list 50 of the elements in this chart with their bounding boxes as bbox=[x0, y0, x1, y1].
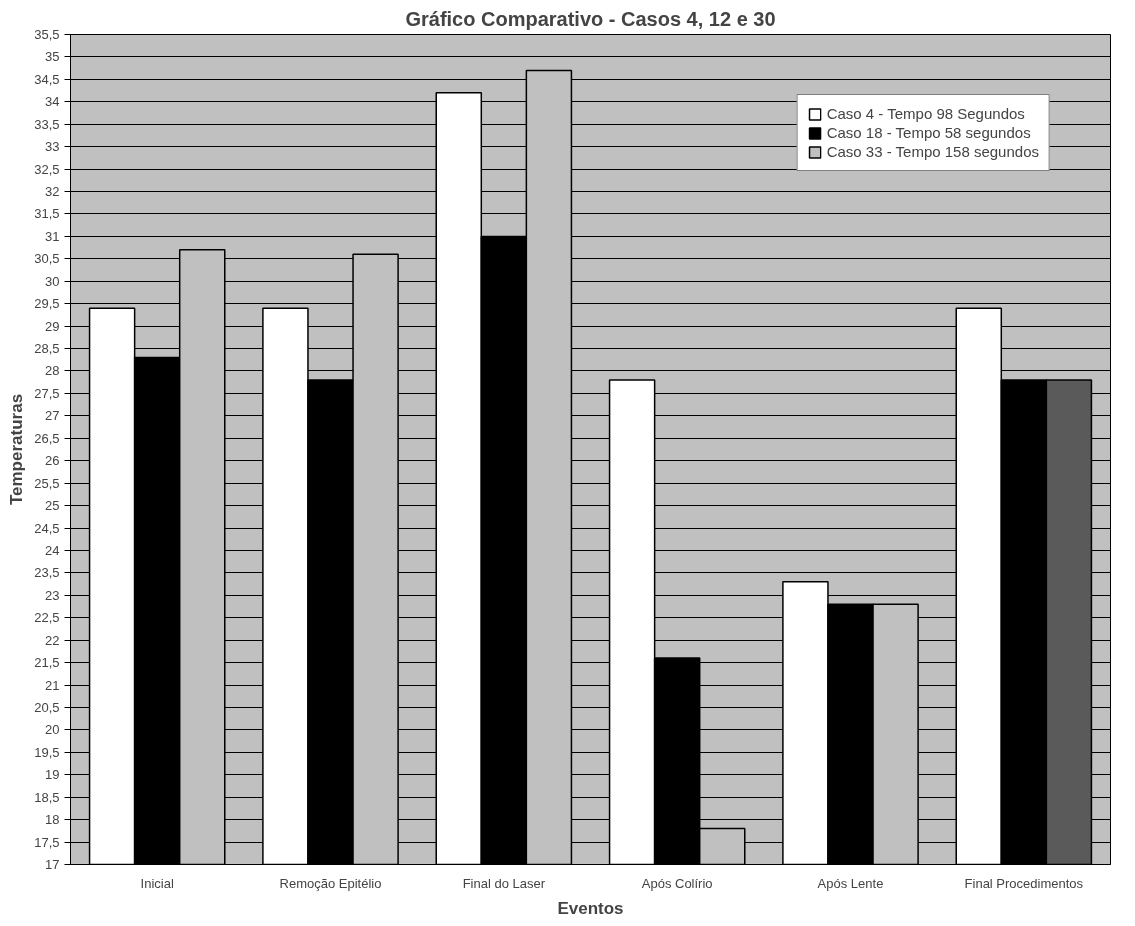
y-tick-label: 22,5 bbox=[34, 610, 60, 626]
y-tick-label: 27 bbox=[45, 408, 60, 424]
y-tick-label: 29,5 bbox=[34, 296, 60, 312]
y-tick-label: 31,5 bbox=[34, 206, 60, 222]
y-tick-label: 21,5 bbox=[34, 655, 60, 671]
legend-label: Caso 18 - Tempo 58 segundos bbox=[826, 124, 1031, 141]
y-tick-label: 27,5 bbox=[34, 385, 60, 401]
y-tick-label: 28 bbox=[45, 363, 60, 379]
y-tick-label: 17,5 bbox=[34, 834, 60, 850]
y-tick-label: 32,5 bbox=[34, 161, 60, 177]
y-tick-label: 30,5 bbox=[34, 251, 60, 267]
y-tick-label: 26 bbox=[45, 453, 60, 469]
y-tick-label: 24,5 bbox=[34, 520, 60, 536]
x-tick-label: Após Colírio bbox=[641, 875, 713, 891]
y-tick-label: 25 bbox=[45, 498, 60, 514]
x-tick-label: Final Procedimentos bbox=[964, 875, 1084, 891]
y-tick-label: 18 bbox=[45, 812, 60, 828]
y-tick-label: 25,5 bbox=[34, 475, 60, 491]
x-axis-title: Eventos bbox=[557, 898, 624, 918]
y-tick-label: 22 bbox=[45, 632, 60, 648]
y-tick-label: 23 bbox=[45, 587, 60, 603]
y-tick-label: 33,5 bbox=[34, 116, 60, 132]
y-tick-label: 20 bbox=[45, 722, 60, 738]
y-tick-label: 35 bbox=[45, 49, 60, 65]
legend-label: Caso 4 - Tempo 98 Segundos bbox=[826, 105, 1025, 122]
y-tick-label: 23,5 bbox=[34, 565, 60, 581]
y-tick-label: 28,5 bbox=[34, 341, 60, 357]
legend-label: Caso 33 - Tempo 158 segundos bbox=[826, 143, 1039, 160]
y-tick-label: 19,5 bbox=[34, 744, 60, 760]
y-tick-label: 21 bbox=[45, 677, 60, 693]
y-tick-label: 19 bbox=[45, 767, 60, 783]
y-tick-label: 34 bbox=[45, 94, 60, 110]
y-axis-title: Temperaturas bbox=[7, 393, 27, 506]
y-tick-label: 18,5 bbox=[34, 789, 60, 805]
y-tick-label: 34,5 bbox=[34, 71, 60, 87]
x-tick-label: Inicial bbox=[140, 875, 174, 891]
x-tick-label: Final do Laser bbox=[462, 875, 546, 891]
y-tick-label: 31 bbox=[45, 228, 60, 244]
x-tick-label: Após Lente bbox=[817, 875, 884, 891]
y-tick-label: 29 bbox=[45, 318, 60, 334]
y-tick-label: 17 bbox=[45, 857, 60, 872]
x-tick-label: Remoção Epitélio bbox=[279, 875, 382, 891]
y-tick-label: 30 bbox=[45, 273, 60, 289]
y-tick-label: 26,5 bbox=[34, 430, 60, 446]
chart-title: Gráfico Comparativo - Casos 4, 12 e 30 bbox=[405, 7, 776, 30]
y-tick-label: 33 bbox=[45, 139, 60, 155]
y-tick-label: 35,5 bbox=[34, 27, 60, 42]
y-tick-label: 20,5 bbox=[34, 699, 60, 715]
y-tick-label: 32 bbox=[45, 184, 60, 200]
y-tick-label: 24 bbox=[45, 542, 60, 558]
